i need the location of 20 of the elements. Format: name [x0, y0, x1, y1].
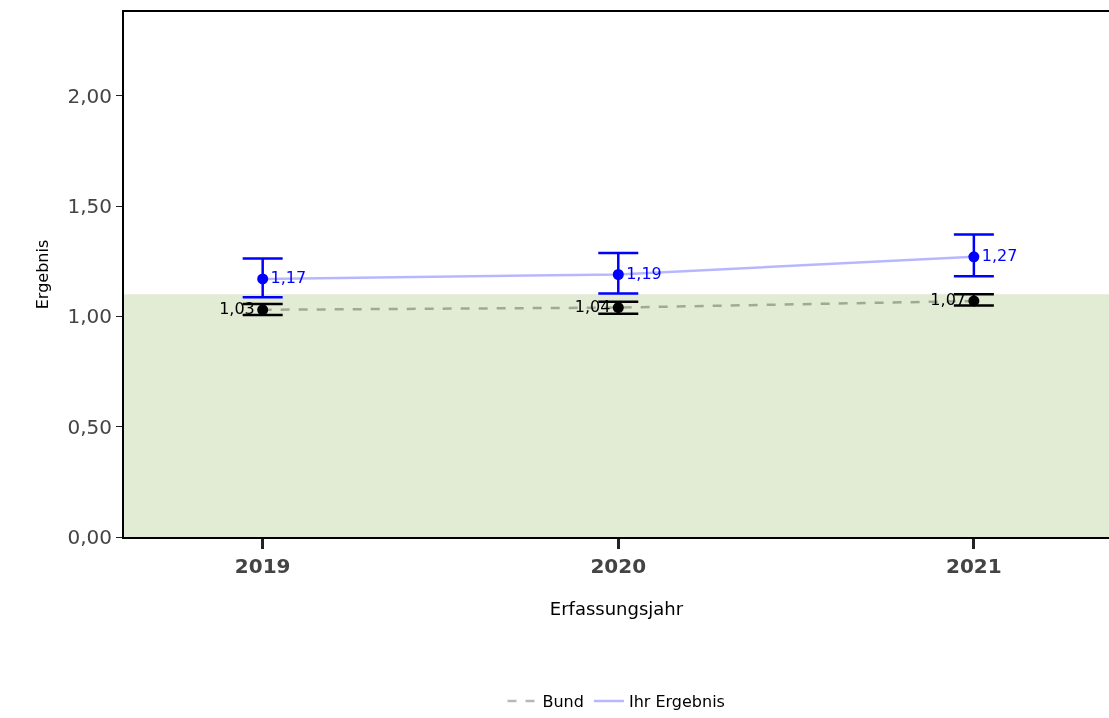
y-tick-label: 1,00 [67, 304, 112, 329]
x-tick-label: 2019 [234, 554, 291, 578]
x-tick-label: 2020 [590, 554, 647, 578]
x-axis-title: Erfassungsjahr [549, 597, 684, 619]
y-axis-title: Ergebnis [32, 239, 52, 310]
point [968, 251, 980, 263]
point [968, 295, 980, 307]
text: 1,19 [626, 263, 662, 283]
point [257, 273, 269, 285]
y-tick-label: 0,00 [67, 525, 112, 549]
y-tick-label: 0,50 [67, 414, 112, 439]
point [612, 269, 624, 280]
text: 1,17 [270, 267, 307, 287]
y-tick-label: 1,50 [67, 194, 112, 219]
x-tick-label: 2021 [946, 554, 1002, 578]
legend-label: Bund [542, 692, 584, 712]
point [612, 302, 624, 314]
text: 1,27 [981, 245, 1018, 265]
y-tick-label: 2,00 [67, 83, 112, 108]
legend-label: Ihr Ergebnis [628, 692, 725, 712]
